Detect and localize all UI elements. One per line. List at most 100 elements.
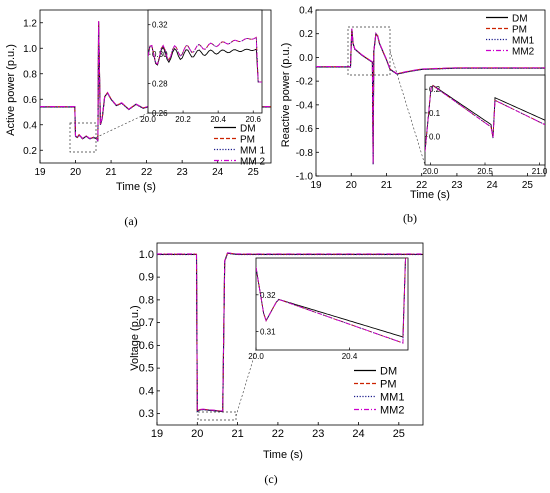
inset-series-group — [256, 258, 408, 344]
inset-x-tick-label: 20.0 — [423, 167, 439, 176]
panel-c-xlabel: Time (s) — [263, 449, 303, 461]
legend-label: PM — [240, 135, 255, 146]
y-tick-label: -0.6 — [296, 124, 314, 135]
inset-y-tick-label: 0.28 — [152, 80, 168, 89]
panel-a-plot-frame: 19 20 21 22 23 24 25 0.2 0.4 0.6 0.8 1.0 1.2 — [23, 9, 272, 178]
x-tick-label: 22 — [141, 167, 153, 178]
inset-x-tick-label: 20.6 — [245, 115, 261, 124]
x-tick-label: 22 — [416, 180, 428, 191]
y-tick-label: 0.9 — [139, 272, 154, 284]
x-tick-label: 23 — [312, 428, 324, 440]
inset-y-tick-label: 0.1 — [429, 109, 441, 118]
y-tick-label: 0.5 — [139, 363, 154, 375]
legend-label: MM2 — [512, 47, 535, 58]
x-tick-label: 24 — [352, 428, 364, 440]
x-tick-label: 21 — [381, 180, 393, 191]
zoom-region-box — [347, 26, 391, 76]
legend-label: MM2 — [380, 405, 404, 417]
inset-x-tick-label: 20.0 — [140, 115, 156, 124]
y-tick-label: 1.0 — [139, 249, 154, 261]
inset-series-line-dm — [425, 84, 545, 152]
inset-y-tick-label: 0.0 — [429, 133, 441, 142]
panel-a-active-power: 19 20 21 22 23 24 25 0.2 0.4 0.6 0.8 1.0 1.2 20.0 20.… — [5, 9, 272, 228]
series-line-mm1 — [157, 252, 423, 413]
x-tick-label: 21 — [231, 428, 243, 440]
legend-label: MM 1 — [240, 146, 265, 157]
panel-a-label: (a) — [124, 214, 137, 228]
inset-y-tick-label: 0.2 — [429, 85, 441, 94]
y-tick-label: -1.0 — [296, 172, 314, 183]
inset-series-line-dm — [148, 45, 262, 83]
series-line-pm — [316, 28, 545, 164]
legend-label: DM — [240, 124, 256, 135]
y-tick-label: 0.4 — [23, 120, 37, 131]
plot-frame — [156, 242, 424, 426]
x-tick-label: 23 — [177, 167, 189, 178]
x-tick-label: 20 — [70, 167, 82, 178]
y-tick-label: 1.2 — [23, 18, 37, 29]
x-tick-label: 19 — [34, 167, 46, 178]
panel-c-label: (c) — [264, 472, 277, 486]
inset-frame — [255, 257, 409, 351]
x-tick-label: 22 — [272, 428, 284, 440]
zoom-connector — [95, 112, 149, 138]
x-tick-label: 20 — [191, 428, 203, 440]
inset-y-tick-label: 0.32 — [152, 21, 168, 30]
panel-c-plot-frame: 19 20 21 22 23 24 25 0.3 0.4 0.5 0.6 0.7 0.8 0.9 1.0 — [139, 242, 424, 440]
zoom-region-box — [197, 411, 237, 421]
panel-c-inset: 20.0 20.4 0.31 0.32 — [197, 257, 409, 421]
inset-series-group — [148, 36, 262, 83]
series-line-mm2 — [316, 28, 545, 164]
legend-label: MM 2 — [240, 157, 265, 168]
panel-c-ylabel: Voltage (p.u.) — [129, 305, 141, 370]
x-tick-label: 25 — [393, 428, 405, 440]
inset-series-line-mm2 — [425, 85, 545, 152]
zoom-connector — [389, 50, 426, 166]
x-tick-label: 21 — [106, 167, 118, 178]
x-tick-label: 23 — [451, 180, 463, 191]
y-tick-label: -0.4 — [296, 100, 314, 111]
y-tick-label: 0.6 — [139, 340, 154, 352]
inset-series-group — [425, 84, 545, 152]
legend-label: DM — [512, 14, 528, 25]
y-tick-label: 0.7 — [139, 317, 154, 329]
inset-y-tick-label: 0.32 — [260, 291, 276, 300]
y-tick-label: 0.0 — [299, 53, 313, 64]
panel-b-plot-frame: 19 20 21 22 23 24 25 -1.0 -0.8 -0.6 -0.4 -0.2 0.0 0.2… — [296, 6, 546, 191]
y-tick-label: 1.0 — [23, 44, 37, 55]
x-tick-label: 19 — [310, 180, 322, 191]
y-tick-label: 0.8 — [139, 294, 154, 306]
inset-series-line-mm1 — [148, 36, 262, 83]
y-tick-label: 0.6 — [23, 95, 37, 106]
inset-x-tick-label: 20.2 — [175, 115, 191, 124]
series-line-mm2 — [157, 252, 423, 412]
legend-label: MM1 — [512, 36, 535, 47]
x-tick-label: 25 — [248, 167, 260, 178]
inset-series-line-mm2 — [256, 258, 408, 344]
inset-x-tick-label: 20.5 — [477, 167, 493, 176]
legend-label: PM — [380, 379, 397, 391]
panel-c-series-lines — [157, 252, 423, 413]
x-tick-label: 24 — [487, 180, 499, 191]
legend-label: PM — [512, 25, 527, 36]
panel-a-inset: 20.0 20.2 20.4 20.60.260.280.300.32 — [69, 9, 263, 153]
legend-label: MM1 — [380, 392, 404, 404]
y-tick-label: 0.2 — [299, 29, 313, 40]
x-tick-label: 24 — [212, 167, 224, 178]
panel-b-ylabel: Reactive power (p.u.) — [280, 43, 292, 148]
inset-y-tick-label: 0.26 — [152, 109, 168, 118]
y-tick-label: 0.8 — [23, 69, 37, 80]
x-tick-label: 25 — [522, 180, 534, 191]
legend-label: DM — [380, 366, 397, 378]
y-tick-label: 0.3 — [139, 408, 154, 420]
y-tick-label: 0.4 — [299, 6, 313, 17]
inset-x-tick-label: 20.4 — [210, 115, 226, 124]
inset-x-tick-label: 20.4 — [342, 352, 358, 361]
inset-frame — [147, 9, 263, 114]
inset-x-tick-label: 20.0 — [248, 352, 264, 361]
panel-b-reactive-power: 19 20 21 22 23 24 25 -1.0 -0.8 -0.6 -0.4 -0.2 0.0 0.2… — [280, 6, 548, 226]
inset-x-tick-label: 21.0 — [532, 167, 548, 176]
